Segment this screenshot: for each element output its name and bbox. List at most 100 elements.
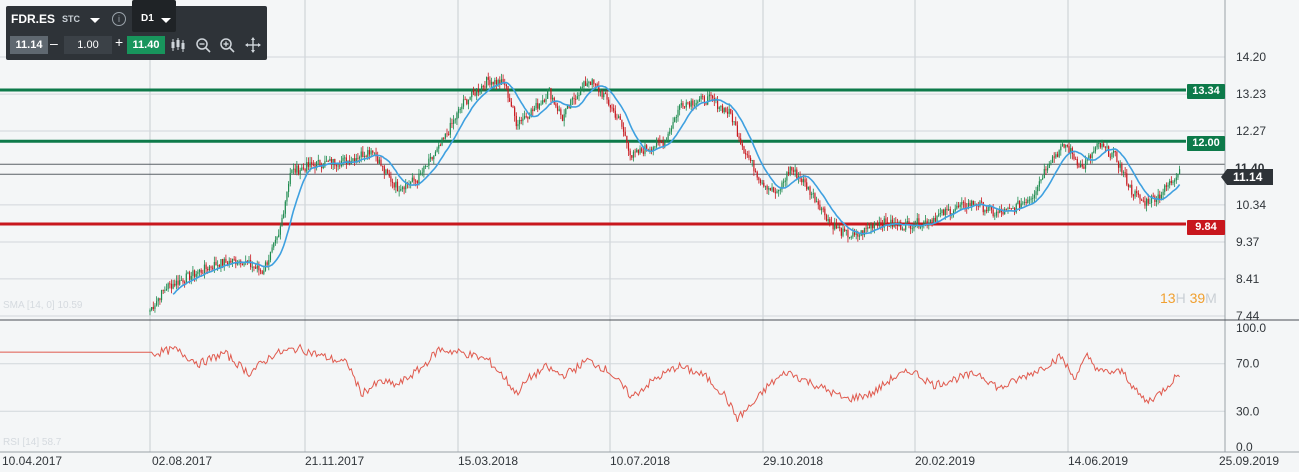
candle-body	[334, 159, 336, 166]
candle-body	[169, 283, 171, 285]
candle-body	[258, 265, 260, 271]
candle-body	[304, 168, 306, 172]
candle-body	[690, 100, 692, 107]
candle-body	[1060, 146, 1062, 151]
symbol-label[interactable]: FDR.ES	[11, 12, 56, 26]
candle-body	[913, 226, 915, 229]
candle-body	[203, 264, 206, 274]
candle-body	[718, 107, 720, 109]
candle-body	[426, 165, 428, 167]
candle-body	[1152, 195, 1154, 197]
candle-body	[819, 204, 821, 211]
increase-volume-button[interactable]: +	[115, 34, 124, 50]
candle-body	[289, 172, 291, 184]
candle-body	[388, 173, 390, 177]
candle-body	[367, 150, 369, 157]
ask-price-button[interactable]: 11.40	[127, 36, 165, 54]
candle-body	[561, 115, 564, 121]
candle-body	[1165, 185, 1167, 187]
timeframe-selector[interactable]: D1	[132, 0, 176, 32]
candle-body	[631, 155, 633, 158]
level-badge-13-34[interactable]: 13.34	[1187, 84, 1225, 99]
candle-body	[816, 201, 818, 203]
candle-body	[261, 271, 263, 274]
rsi-tick-label: 0.0	[1236, 440, 1253, 454]
candle-body	[413, 177, 415, 181]
candle-body	[662, 142, 664, 147]
candle-body	[385, 169, 387, 174]
candle-body	[585, 81, 587, 86]
candle-body	[896, 223, 899, 227]
candlestick-icon[interactable]	[169, 36, 187, 54]
candle-body	[867, 227, 869, 229]
candle-body	[202, 272, 204, 274]
candle-body	[492, 81, 494, 85]
candle-body	[596, 84, 598, 87]
time-tick-label: 14.06.2019	[1068, 454, 1128, 468]
candle-body	[1027, 199, 1029, 204]
candle-body	[948, 209, 950, 211]
candle-body	[231, 258, 234, 263]
candle-body	[1022, 202, 1024, 204]
zoom-out-icon[interactable]	[194, 36, 212, 54]
candle-body	[992, 209, 994, 216]
candle-body	[190, 275, 192, 280]
candle-body	[891, 219, 894, 227]
candle-body	[205, 264, 207, 270]
level-badge-9-84[interactable]: 9.84	[1187, 220, 1225, 235]
candle-body	[956, 205, 958, 209]
candle-body	[547, 91, 549, 99]
decrease-volume-button[interactable]: –	[50, 35, 58, 51]
candle-body	[707, 96, 709, 105]
candle-body	[939, 212, 941, 214]
level-badge-12-00[interactable]: 12.00	[1187, 136, 1225, 151]
candle-body	[779, 189, 781, 191]
candle-body	[213, 262, 215, 269]
candle-body	[1167, 185, 1169, 187]
candle-body	[223, 258, 225, 266]
candle-body	[693, 105, 696, 107]
volume-input[interactable]: 1.00	[64, 36, 112, 54]
symbol-dropdown-icon[interactable]	[90, 18, 100, 23]
candle-body	[522, 118, 524, 122]
bid-price-button[interactable]: 11.14	[10, 36, 48, 54]
candle-body	[187, 272, 189, 274]
candle-body	[952, 210, 955, 214]
candle-body	[193, 270, 196, 277]
candle-body	[342, 157, 344, 161]
candle-body	[296, 165, 298, 173]
candle-body	[685, 102, 687, 108]
candle-body	[776, 191, 778, 194]
candlestick-series	[149, 72, 1181, 316]
horizontal-levels[interactable]	[0, 88, 1225, 226]
candle-body	[801, 178, 803, 183]
zoom-in-icon[interactable]	[218, 36, 236, 54]
candle-body	[778, 189, 780, 192]
candle-body	[151, 306, 153, 310]
candle-body	[418, 173, 420, 184]
candle-body	[789, 167, 791, 174]
candle-body	[1174, 180, 1176, 182]
candle-body	[905, 222, 907, 230]
candle-body	[728, 108, 730, 114]
candle-body	[556, 106, 559, 111]
candle-body	[639, 148, 641, 154]
candle-body	[512, 106, 514, 108]
candle-body	[299, 170, 301, 175]
candle-body	[812, 193, 814, 195]
candle-body	[1073, 154, 1075, 160]
candle-body	[314, 165, 316, 168]
candle-body	[1108, 146, 1110, 157]
candle-body	[748, 155, 750, 158]
candle-body	[855, 233, 857, 235]
candle-body	[1030, 198, 1032, 200]
candle-body	[1132, 194, 1134, 197]
move-icon[interactable]	[244, 36, 262, 54]
candle-body	[514, 107, 516, 117]
candle-body	[725, 108, 727, 112]
candle-body	[1144, 200, 1146, 206]
candle-body	[1113, 150, 1115, 154]
info-icon[interactable]: i	[112, 12, 126, 26]
